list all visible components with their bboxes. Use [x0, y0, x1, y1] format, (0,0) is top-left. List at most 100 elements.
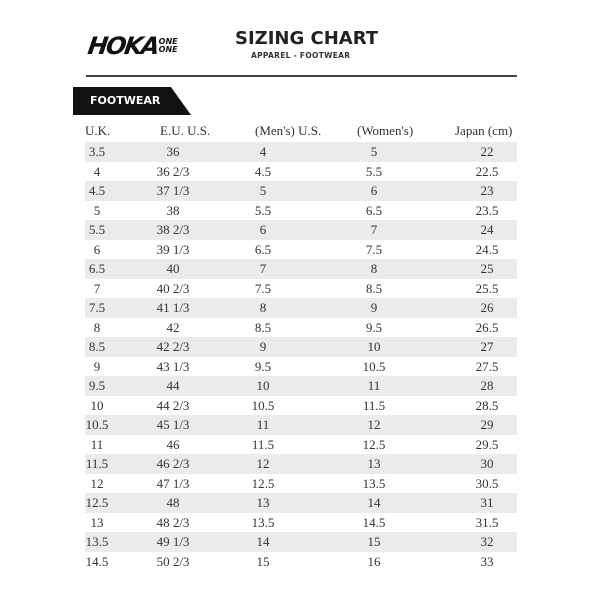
table-cell: 15: [256, 553, 270, 569]
table-row: 7.5 41 1/3 8 9 26: [85, 298, 517, 318]
table-row: 7 40 2/3 7.5 8.5 25.5: [85, 279, 517, 299]
column-header: E.U. U.S.: [160, 123, 211, 138]
table-cell: 8: [93, 319, 101, 335]
table-cell: 12: [90, 475, 104, 491]
table-cell: 14.5: [85, 553, 109, 569]
table-cell: 14: [256, 534, 270, 549]
table-row: 5.5 38 2/3 6 7 24: [85, 220, 517, 240]
table-cell: 42 2/3: [156, 339, 190, 354]
table-cell: 28.5: [475, 397, 499, 413]
table-cell: 43 1/3: [156, 358, 190, 374]
table-cell: 12: [256, 456, 270, 471]
table-row: 3.5 36 4 5 22: [85, 142, 517, 162]
table-cell: 24: [480, 222, 494, 237]
table-cell: 14: [367, 495, 381, 510]
table-cell: 11: [367, 378, 381, 393]
table-cell: 4: [259, 144, 267, 159]
table-row: 10 44 2/3 10.5 11.5 28.5: [85, 396, 517, 416]
table-row: 13.5 49 1/3 14 15 32: [85, 532, 517, 552]
table-cell: 39 1/3: [156, 241, 190, 257]
hoka-logo: HOKA ONE ONE: [86, 32, 178, 60]
table-cell: 7: [259, 261, 267, 276]
table-cell: 13.5: [85, 534, 109, 549]
table-cell: 10.5: [362, 358, 386, 374]
table-cell: 7: [370, 222, 378, 237]
table-row: 5 38 5.5 6.5 23.5: [85, 201, 517, 221]
table-row: 14.5 50 2/3 15 16 33: [85, 552, 517, 572]
table-cell: 38 2/3: [156, 222, 190, 237]
table-cell: 23.5: [475, 202, 499, 218]
table-cell: 10: [256, 378, 270, 393]
column-header: (Women's): [357, 123, 414, 138]
table-cell: 45 1/3: [156, 417, 190, 432]
table-cell: 13: [367, 456, 381, 471]
table-cell: 26.5: [475, 319, 499, 335]
table-cell: 10: [90, 397, 104, 413]
table-cell: 8.5: [365, 280, 383, 296]
table-row: 12.5 48 13 14 31: [85, 493, 517, 513]
table-cell: 5: [259, 183, 267, 198]
table-row: 4.5 37 1/3 5 6 23: [85, 181, 517, 201]
table-cell: 6: [93, 241, 101, 257]
table-cell: 33: [480, 553, 494, 569]
table-row: 11.5 46 2/3 12 13 30: [85, 454, 517, 474]
table-row: 12 47 1/3 12.5 13.5 30.5: [85, 474, 517, 494]
table-cell: 12: [367, 417, 381, 432]
table-cell: 30.5: [475, 475, 499, 491]
section-badge: FOOTWEAR: [73, 87, 191, 115]
table-cell: 5.5: [365, 163, 383, 179]
table-row: 6.5 40 7 8 25: [85, 259, 517, 279]
table-cell: 10: [367, 339, 381, 354]
table-row: 13 48 2/3 13.5 14.5 31.5: [85, 513, 517, 533]
table-cell: 42: [166, 319, 180, 335]
table-cell: 27.5: [475, 358, 499, 374]
table-cell: 26: [480, 300, 494, 315]
table-cell: 48 2/3: [156, 514, 190, 530]
column-header: Japan (cm): [455, 123, 513, 138]
table-row: 9 43 1/3 9.5 10.5 27.5: [85, 357, 517, 377]
table-cell: 12.5: [85, 495, 109, 510]
table-cell: 6.5: [365, 202, 383, 218]
table-cell: 3.5: [88, 144, 106, 159]
column-header: (Men's) U.S.: [255, 123, 322, 138]
table-cell: 12.5: [362, 436, 386, 452]
table-cell: 13: [90, 514, 104, 530]
table-cell: 32: [480, 534, 494, 549]
table-cell: 11.5: [362, 397, 386, 413]
page-subtitle: APPAREL - FOOTWEAR: [251, 51, 351, 60]
table-row: 8.5 42 2/3 9 10 27: [85, 337, 517, 357]
table-cell: 10.5: [251, 397, 275, 413]
section-label: FOOTWEAR: [90, 94, 161, 107]
table-cell: 9.5: [88, 378, 106, 393]
column-header: U.K.: [85, 123, 111, 138]
table-cell: 9.5: [254, 358, 272, 374]
table-cell: 38: [166, 202, 180, 218]
table-cell: 23: [480, 183, 494, 198]
table-row: 6 39 1/3 6.5 7.5 24.5: [85, 240, 517, 260]
table-cell: 12.5: [251, 475, 275, 491]
table-cell: 11.5: [251, 436, 275, 452]
table-cell: 28: [480, 378, 494, 393]
table-cell: 7: [93, 280, 101, 296]
table-cell: 30: [480, 456, 494, 471]
table-cell: 11: [256, 417, 270, 432]
table-cell: 6.5: [88, 261, 106, 276]
table-cell: 9: [259, 339, 267, 354]
table-cell: 4.5: [88, 183, 106, 198]
table-cell: 27: [480, 339, 494, 354]
table-cell: 29.5: [475, 436, 499, 452]
table-cell: 48: [166, 495, 180, 510]
table-cell: 11: [90, 436, 104, 452]
table-cell: 16: [367, 553, 381, 569]
table-cell: 31: [480, 495, 494, 510]
table-cell: 9: [370, 300, 378, 315]
table-cell: 49 1/3: [156, 534, 190, 549]
table-cell: 25.5: [475, 280, 499, 296]
table-cell: 9.5: [365, 319, 383, 335]
table-cell: 29: [480, 417, 494, 432]
table-cell: 8.5: [254, 319, 272, 335]
table-cell: 10.5: [85, 417, 109, 432]
table-cell: 6: [259, 222, 267, 237]
table-cell: 47 1/3: [156, 475, 190, 491]
table-cell: 46 2/3: [156, 456, 190, 471]
